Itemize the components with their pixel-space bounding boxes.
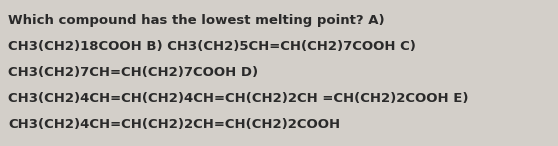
Text: Which compound has the lowest melting point? A): Which compound has the lowest melting po… bbox=[8, 14, 384, 27]
Text: CH3(CH2)4CH=CH(CH2)4CH=CH(CH2)2CH =CH(CH2)2COOH E): CH3(CH2)4CH=CH(CH2)4CH=CH(CH2)2CH =CH(CH… bbox=[8, 92, 469, 105]
Text: CH3(CH2)4CH=CH(CH2)2CH=CH(CH2)2COOH: CH3(CH2)4CH=CH(CH2)2CH=CH(CH2)2COOH bbox=[8, 118, 340, 131]
Text: CH3(CH2)7CH=CH(CH2)7COOH D): CH3(CH2)7CH=CH(CH2)7COOH D) bbox=[8, 66, 258, 79]
Text: CH3(CH2)18COOH B) CH3(CH2)5CH=CH(CH2)7COOH C): CH3(CH2)18COOH B) CH3(CH2)5CH=CH(CH2)7CO… bbox=[8, 40, 416, 53]
